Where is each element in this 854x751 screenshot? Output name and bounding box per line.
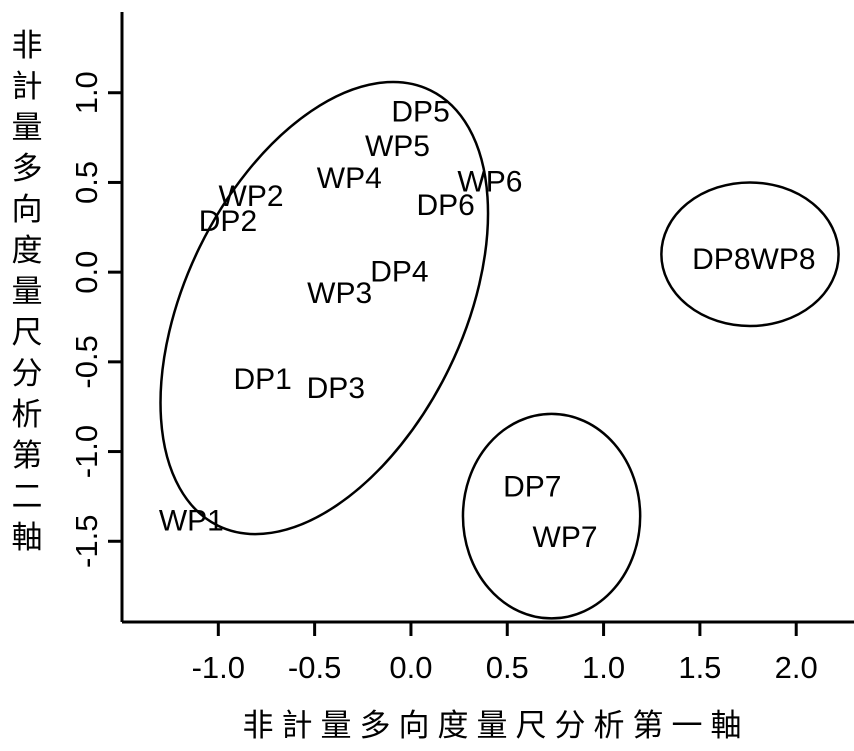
group-ellipse <box>461 412 642 620</box>
x-tick-label: 2.0 <box>775 650 818 685</box>
point-label: DP3 <box>307 372 365 405</box>
point-label: WP3 <box>307 277 372 310</box>
y-tick-label: -1.0 <box>69 425 104 478</box>
point-label: DP7 <box>503 471 561 504</box>
y-tick-label: -1.5 <box>69 515 104 568</box>
point-label: WP5 <box>365 130 430 163</box>
point-label: WP6 <box>457 166 522 199</box>
x-tick-label: 1.0 <box>582 650 625 685</box>
point-label: DP1 <box>233 363 291 396</box>
point-label: WP2 <box>219 180 284 213</box>
x-axis-title: 非計量多向度量尺分析第一軸 <box>243 708 750 744</box>
x-tick-label: 0.0 <box>389 650 432 685</box>
point-label: DP5 <box>391 96 449 129</box>
y-axis-title: 非計量多向度量尺分析第二軸 <box>12 28 43 556</box>
group-ellipses <box>159 80 840 620</box>
point-label: WP4 <box>317 162 382 195</box>
point-label: DP6 <box>416 189 474 222</box>
point-label: DP2 <box>199 205 257 238</box>
x-tick-label: -1.0 <box>192 650 245 685</box>
point-label: WP1 <box>159 505 224 538</box>
y-tick-label: 1.0 <box>69 71 104 114</box>
x-tick-label: -0.5 <box>288 650 341 685</box>
point-label: DP4 <box>370 255 428 288</box>
axes <box>120 12 854 624</box>
x-tick-label: 0.5 <box>486 650 529 685</box>
group-ellipse <box>159 80 490 536</box>
x-tick-label: 1.5 <box>678 650 721 685</box>
y-ticks: -1.5 -1.0 -0.5 0.0 0.5 1.0 <box>69 71 122 568</box>
group-ellipse <box>660 181 840 328</box>
y-tick-label: -0.5 <box>69 335 104 388</box>
point-label: DP8WP8 <box>692 243 815 276</box>
y-tick-label: 0.0 <box>69 251 104 294</box>
point-label: WP7 <box>533 521 598 554</box>
y-tick-label: 0.5 <box>69 161 104 204</box>
x-ticks: -1.0 -0.5 0.0 0.5 1.0 1.5 2.0 <box>192 622 818 685</box>
